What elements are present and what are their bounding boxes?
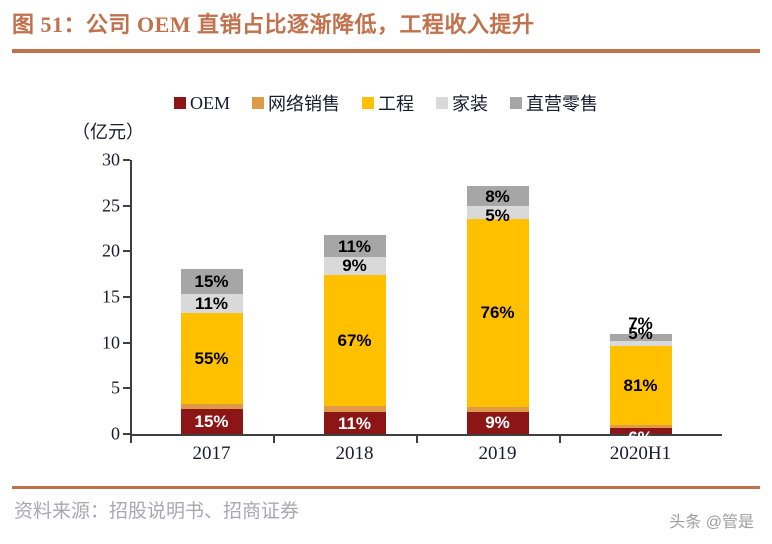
x-axis-category-label: 2020H1 xyxy=(609,443,672,464)
y-axis-tick-label: 20 xyxy=(102,240,120,261)
y-axis-tick-label: 10 xyxy=(102,332,120,353)
figure-header: 图 51：公司 OEM 直销占比逐渐降低，工程收入提升 xyxy=(12,8,760,56)
bar-segment-家装[interactable]: 9% xyxy=(323,256,386,276)
bar-value-label: 15% xyxy=(194,272,229,292)
bar-value-label: 11% xyxy=(337,413,372,433)
chart-legend: OEM 网络销售 工程 家装 直营零售 xyxy=(0,90,772,116)
footer-divider xyxy=(12,486,760,489)
bar-value-label: 6% xyxy=(628,428,653,448)
bar-segment-网络销售[interactable] xyxy=(323,406,386,413)
y-axis-tick xyxy=(123,204,130,207)
bar-segment-网络销售[interactable] xyxy=(180,404,243,410)
bar-value-label: 9% xyxy=(342,256,367,276)
x-axis-tick xyxy=(416,436,418,443)
legend-item-3[interactable]: 家装 xyxy=(436,90,488,116)
bar-segment-直营零售[interactable]: 8% xyxy=(466,186,529,207)
legend-item-label: 网络销售 xyxy=(268,94,340,114)
legend-item-label: OEM xyxy=(190,92,230,113)
bar-stack: 15% 55% 11% 15% xyxy=(180,269,243,434)
y-axis-tick-labels: 0 5 10 15 20 25 30 xyxy=(74,150,120,444)
y-axis-tick xyxy=(123,250,130,253)
page-title: 图 51：公司 OEM 直销占比逐渐降低，工程收入提升 xyxy=(12,12,535,37)
y-axis-tick-label: 0 xyxy=(111,423,120,444)
x-axis-tick xyxy=(273,436,275,443)
bar-stack: 6% 81% 5% 7% xyxy=(609,315,672,446)
y-axis-unit-label: （亿元） xyxy=(72,122,144,142)
bar-value-label: 81% xyxy=(623,376,658,396)
bar-segment-直营零售[interactable]: 11% xyxy=(323,235,386,258)
legend-item-label: 工程 xyxy=(378,94,414,114)
legend-item-label: 家装 xyxy=(452,94,488,114)
legend-item-4[interactable]: 直营零售 xyxy=(510,90,598,116)
legend-item-1[interactable]: 网络销售 xyxy=(252,90,340,116)
bar-segment-OEM[interactable]: 6% xyxy=(609,428,672,446)
y-axis-tick-label: 5 xyxy=(111,377,120,398)
x-axis-tick xyxy=(130,436,132,443)
legend-item-0[interactable]: OEM xyxy=(174,93,230,114)
bar-stack: 9% 76% 5% 8% xyxy=(466,186,529,434)
y-axis-tick xyxy=(123,159,130,161)
bar-value-label: 76% xyxy=(480,303,515,323)
bar-segment-工程[interactable]: 81% xyxy=(609,346,672,426)
bar-segment-家装[interactable]: 5% xyxy=(609,325,672,347)
bar-value-label: 55% xyxy=(194,348,229,368)
y-axis-tick-label: 30 xyxy=(102,149,120,170)
bar-stack: 11% 67% 9% 11% xyxy=(323,235,386,434)
chart-plot-wrapper: （亿元） 0 5 10 15 20 25 30 15% 55% 11% 15% 11% 67% 9% 11… xyxy=(0,112,772,472)
bar-segment-OEM[interactable]: 11% xyxy=(323,412,386,434)
y-axis-line xyxy=(130,160,132,434)
y-axis-tick xyxy=(123,387,130,390)
bar-segment-OEM[interactable]: 9% xyxy=(466,411,529,434)
y-axis-tick-label: 25 xyxy=(102,195,120,216)
y-axis-tick xyxy=(123,433,130,435)
x-axis-line xyxy=(130,434,722,436)
bar-value-label: 11% xyxy=(337,236,372,256)
bar-value-label: 15% xyxy=(194,412,229,432)
legend-swatch-icon xyxy=(436,97,448,109)
source-note: 资料来源：招股说明书、招商证券 xyxy=(14,501,300,522)
y-axis-tick xyxy=(123,296,130,298)
y-axis-tick-label: 15 xyxy=(102,286,120,307)
bar-value-label: 11% xyxy=(194,294,229,313)
bar-segment-直营零售[interactable]: 7% xyxy=(609,315,672,342)
legend-swatch-icon xyxy=(362,97,374,109)
x-axis-category-label: 2018 xyxy=(335,443,374,464)
bar-value-label: 5% xyxy=(485,206,510,226)
legend-swatch-icon xyxy=(252,97,264,109)
x-axis-category-label: 2019 xyxy=(478,443,517,464)
bar-value-label: 67% xyxy=(337,331,372,351)
bar-segment-工程[interactable]: 55% xyxy=(180,312,243,405)
bar-segment-工程[interactable]: 76% xyxy=(466,218,529,407)
bar-value-label: 9% xyxy=(485,413,510,433)
title-divider xyxy=(12,49,760,53)
bar-value-label: 7% xyxy=(628,314,653,334)
bar-segment-家装[interactable]: 5% xyxy=(466,206,529,224)
bar-value-label: 5% xyxy=(628,324,653,344)
plot-area: 0 5 10 15 20 25 30 15% 55% 11% 15% 11% 67% 9% 11% 9% 76… xyxy=(102,150,722,464)
y-axis-tick xyxy=(123,341,130,344)
legend-item-label: 直营零售 xyxy=(526,94,598,114)
x-axis-tick xyxy=(559,436,561,443)
legend-swatch-icon xyxy=(510,97,522,109)
bar-segment-家装[interactable]: 11% xyxy=(180,294,243,313)
bar-segment-直营零售[interactable]: 15% xyxy=(180,269,243,295)
bar-segment-网络销售[interactable] xyxy=(609,425,672,429)
watermark: 头条 @管是 xyxy=(669,514,754,531)
bar-segment-网络销售[interactable] xyxy=(466,406,529,412)
x-axis-category-label: 2017 xyxy=(192,443,231,464)
bar-value-label: 8% xyxy=(485,186,510,206)
legend-item-2[interactable]: 工程 xyxy=(362,90,414,116)
bar-segment-OEM[interactable]: 15% xyxy=(180,409,243,434)
legend-swatch-icon xyxy=(174,97,186,109)
bar-segment-工程[interactable]: 67% xyxy=(323,274,386,407)
